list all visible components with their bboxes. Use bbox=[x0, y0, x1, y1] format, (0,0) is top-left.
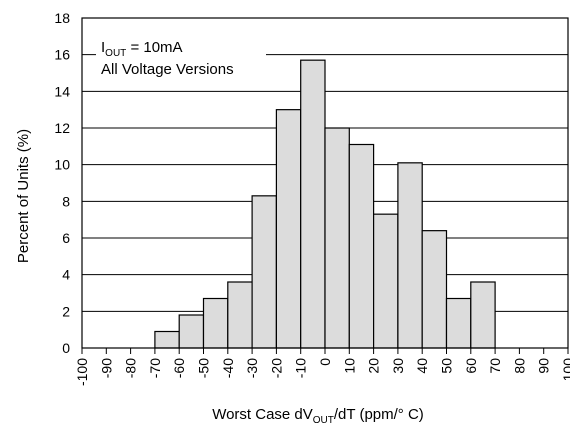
histogram-bar-8 bbox=[348, 143, 375, 349]
histogram-bar-13 bbox=[470, 281, 496, 349]
x-tick-label: -90 bbox=[98, 358, 114, 378]
x-tick-label: -30 bbox=[244, 358, 260, 378]
y-tick-label: 8 bbox=[62, 193, 70, 209]
y-axis-ticks: 0 2 4 6 8 10 12 14 16 18 bbox=[54, 10, 70, 356]
y-tick-label: 6 bbox=[62, 230, 70, 246]
x-tick-label: -40 bbox=[220, 358, 236, 378]
histogram-bars bbox=[154, 59, 496, 349]
x-tick-label: 80 bbox=[511, 358, 527, 374]
y-axis-label: Percent of Units (%) bbox=[15, 129, 32, 263]
x-tick-label: 100 bbox=[560, 358, 570, 382]
histogram-bar-7 bbox=[324, 127, 350, 349]
y-tick-label: 16 bbox=[54, 47, 70, 63]
y-tick-label: 0 bbox=[62, 340, 70, 356]
x-tick-label: 50 bbox=[439, 358, 455, 374]
y-tick-label: 4 bbox=[62, 267, 70, 283]
x-tick-label: 10 bbox=[341, 358, 357, 374]
histogram-bar-4 bbox=[251, 195, 278, 349]
x-tick-label: 60 bbox=[463, 358, 479, 374]
histogram-bar-11 bbox=[421, 230, 448, 349]
histogram-bar-0 bbox=[154, 330, 180, 349]
x-tick-label: -10 bbox=[293, 358, 309, 378]
x-tick-label: -20 bbox=[268, 358, 284, 378]
x-tick-label: 40 bbox=[414, 358, 430, 374]
x-tick-label: 70 bbox=[487, 358, 503, 374]
annotation-line-1: IOUT = 10mA bbox=[101, 39, 183, 59]
x-axis-label: Worst Case dVOUT/dT (ppm/° C) bbox=[212, 406, 424, 426]
y-tick-label: 18 bbox=[54, 10, 70, 26]
histogram-bar-12 bbox=[445, 297, 472, 349]
histogram-bar-6 bbox=[300, 59, 326, 349]
y-tick-label: 10 bbox=[54, 157, 70, 173]
histogram-bar-5 bbox=[275, 109, 302, 349]
histogram-bar-3 bbox=[227, 281, 253, 349]
x-axis-ticks: -100 -90 -80 -70 -60 -50 -40 -30 -20 -10 0 10 20 30 40… bbox=[74, 348, 570, 386]
annotation-box: IOUT = 10mA All Voltage Versions bbox=[96, 30, 266, 83]
y-tick-label: 12 bbox=[54, 120, 70, 136]
y-tick-label: 14 bbox=[54, 83, 70, 99]
x-tick-label: 90 bbox=[536, 358, 552, 374]
histogram-bar-10 bbox=[397, 162, 423, 349]
y-tick-label: 2 bbox=[62, 303, 70, 319]
histogram-bar-2 bbox=[202, 297, 229, 349]
x-tick-label: -50 bbox=[196, 358, 212, 378]
x-tick-label: 20 bbox=[366, 358, 382, 374]
x-tick-label: -100 bbox=[74, 358, 90, 386]
x-tick-label: -80 bbox=[123, 358, 139, 378]
annotation-line-2: All Voltage Versions bbox=[101, 61, 234, 78]
x-tick-label: 0 bbox=[317, 358, 333, 366]
x-tick-label: -70 bbox=[147, 358, 163, 378]
histogram-bar-1 bbox=[178, 314, 205, 349]
histogram-bar-9 bbox=[373, 213, 399, 349]
x-tick-label: -60 bbox=[171, 358, 187, 378]
annotation-background bbox=[96, 30, 266, 83]
x-tick-label: 30 bbox=[390, 358, 406, 374]
